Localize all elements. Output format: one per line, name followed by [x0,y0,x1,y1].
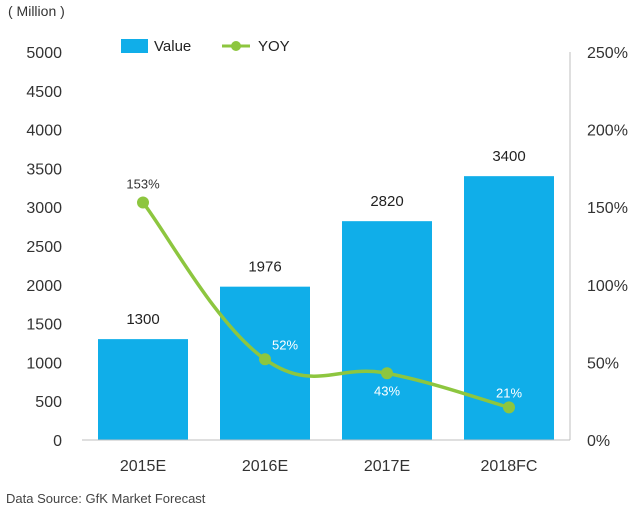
bar-2018FC [464,176,554,440]
bar-value-label: 1300 [126,311,159,328]
left-tick-label: 4500 [26,84,62,101]
right-tick-label: 200% [587,123,628,140]
yoy-point-2015E [137,196,149,209]
left-tick-label: 4000 [26,123,62,140]
right-tick-label: 50% [587,355,619,372]
legend-value-swatch [121,39,148,53]
left-axis: 0 500 1000 1500 2000 2500 3000 3500 4000 4500 5000 [26,45,62,450]
legend-yoy-marker [231,41,241,51]
bar-2017E [342,221,432,440]
left-tick-label: 1500 [26,317,62,334]
legend: Value YOY [121,38,290,55]
yoy-value-label: 153% [126,177,160,192]
bar-value-label: 3400 [492,148,525,165]
left-tick-label: 2500 [26,239,62,256]
legend-value-label: Value [154,38,191,55]
right-tick-label: 0% [587,433,610,450]
left-tick-label: 3000 [26,200,62,217]
left-tick-label: 5000 [26,45,62,62]
x-tick-label: 2015E [120,458,166,475]
yoy-value-label: 52% [272,337,298,352]
yoy-line-path [141,200,511,410]
yoy-value-label: 21% [496,385,522,400]
right-tick-label: 150% [587,200,628,217]
x-tick-label: 2016E [242,458,288,475]
bar-2015E [98,339,188,440]
right-tick-label: 100% [587,278,628,295]
x-tick-label: 2017E [364,458,410,475]
data-source: Data Source: GfK Market Forecast [6,491,206,506]
legend-yoy-label: YOY [258,38,290,55]
x-tick-label: 2018FC [481,458,538,475]
yoy-point-2017E [381,367,393,380]
yoy-point-2018FC [503,401,515,414]
left-tick-label: 2000 [26,278,62,295]
x-axis: 2015E 2016E 2017E 2018FC [120,458,538,475]
yoy-value-label: 43% [374,383,400,398]
right-axis: 0% 50% 100% 150% 200% 250% [587,45,628,450]
bar-value-label: 1976 [248,259,281,276]
right-tick-label: 250% [587,45,628,62]
left-tick-label: 1000 [26,355,62,372]
bar-value-label: 2820 [370,193,403,210]
left-tick-label: 3500 [26,161,62,178]
yoy-point-2016E [259,353,271,366]
left-tick-label: 0 [53,433,62,450]
bar-value-labels: 1300 1976 2820 3400 [126,148,525,328]
yoy-series: 153% 52% 43% 21% [126,177,522,414]
left-tick-label: 500 [35,394,62,411]
unit-label: ( Million ) [8,3,65,19]
